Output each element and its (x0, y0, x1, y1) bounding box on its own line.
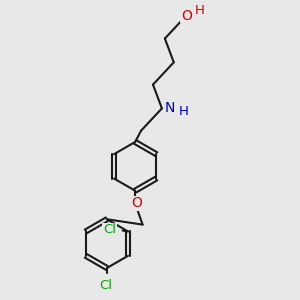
Text: Cl: Cl (99, 279, 112, 292)
Text: H: H (195, 4, 205, 17)
Text: Cl: Cl (103, 224, 116, 236)
Text: N: N (165, 101, 175, 115)
Text: O: O (131, 196, 142, 210)
Text: O: O (181, 9, 192, 23)
Text: H: H (179, 106, 189, 118)
